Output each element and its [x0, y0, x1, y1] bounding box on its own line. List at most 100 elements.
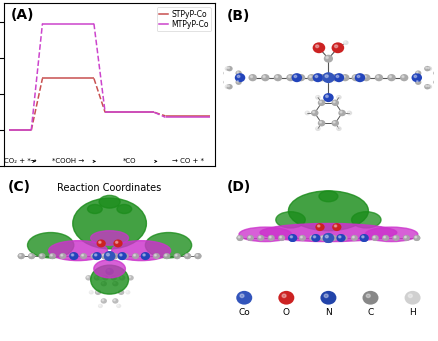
Circle shape — [300, 236, 302, 238]
Circle shape — [235, 73, 245, 82]
Circle shape — [292, 73, 302, 82]
Circle shape — [106, 268, 114, 275]
Circle shape — [120, 254, 122, 256]
Circle shape — [102, 254, 104, 256]
Circle shape — [69, 252, 78, 260]
Circle shape — [433, 79, 438, 85]
Circle shape — [141, 252, 150, 260]
Circle shape — [165, 254, 167, 256]
Circle shape — [274, 74, 282, 81]
Circle shape — [320, 121, 321, 123]
Circle shape — [175, 254, 177, 256]
Circle shape — [364, 76, 366, 77]
Circle shape — [313, 42, 325, 53]
Circle shape — [70, 253, 77, 259]
Circle shape — [92, 252, 102, 260]
Circle shape — [71, 254, 74, 256]
Circle shape — [237, 75, 240, 77]
Circle shape — [332, 223, 342, 231]
Ellipse shape — [94, 260, 125, 278]
Circle shape — [278, 235, 285, 241]
Circle shape — [336, 126, 342, 131]
Circle shape — [95, 254, 97, 256]
Text: N: N — [325, 308, 332, 317]
Circle shape — [226, 86, 227, 87]
Circle shape — [313, 236, 316, 238]
Circle shape — [112, 298, 119, 303]
Circle shape — [257, 235, 265, 241]
Circle shape — [288, 234, 297, 242]
Ellipse shape — [352, 212, 381, 228]
Ellipse shape — [91, 231, 128, 245]
Circle shape — [184, 253, 191, 259]
Circle shape — [90, 291, 91, 292]
Circle shape — [424, 84, 431, 89]
Circle shape — [101, 253, 108, 259]
Circle shape — [286, 74, 295, 81]
Circle shape — [257, 235, 265, 241]
Circle shape — [353, 236, 354, 238]
Circle shape — [236, 79, 242, 85]
Circle shape — [326, 57, 328, 59]
Circle shape — [104, 276, 105, 278]
Circle shape — [338, 128, 339, 129]
Circle shape — [116, 277, 121, 281]
Circle shape — [325, 235, 328, 238]
Circle shape — [332, 42, 344, 53]
Circle shape — [113, 254, 115, 256]
Circle shape — [225, 84, 230, 89]
Circle shape — [290, 236, 293, 238]
Circle shape — [313, 236, 316, 238]
Circle shape — [117, 252, 127, 260]
Circle shape — [322, 233, 334, 243]
Ellipse shape — [145, 233, 192, 258]
Circle shape — [335, 45, 338, 48]
Circle shape — [363, 236, 365, 238]
Circle shape — [143, 254, 145, 256]
Circle shape — [268, 235, 275, 241]
Ellipse shape — [99, 195, 120, 208]
Circle shape — [299, 235, 306, 241]
Circle shape — [39, 253, 46, 259]
Circle shape — [428, 68, 429, 69]
Circle shape — [342, 236, 344, 238]
Circle shape — [238, 236, 240, 238]
Circle shape — [95, 290, 101, 295]
Text: *COOH →: *COOH → — [52, 158, 84, 164]
Circle shape — [392, 235, 399, 241]
Circle shape — [288, 76, 290, 77]
Text: → CO + *: → CO + * — [172, 158, 204, 164]
Circle shape — [125, 290, 131, 295]
Circle shape — [309, 76, 311, 77]
Text: Co: Co — [238, 308, 250, 317]
Circle shape — [219, 72, 220, 73]
Circle shape — [392, 235, 399, 241]
X-axis label: Reaction Coordinates: Reaction Coordinates — [57, 183, 162, 193]
Circle shape — [348, 112, 350, 113]
Circle shape — [311, 234, 321, 242]
Circle shape — [316, 128, 318, 129]
Circle shape — [102, 282, 104, 284]
Circle shape — [320, 76, 322, 77]
Circle shape — [332, 100, 339, 106]
Text: CO₂ + *→: CO₂ + *→ — [4, 158, 36, 164]
Circle shape — [19, 254, 21, 256]
Circle shape — [113, 239, 123, 247]
Ellipse shape — [112, 241, 171, 261]
Circle shape — [144, 254, 146, 256]
Circle shape — [107, 269, 110, 271]
Circle shape — [28, 253, 35, 259]
Circle shape — [90, 253, 98, 259]
Circle shape — [106, 253, 110, 256]
Circle shape — [400, 74, 408, 81]
Circle shape — [315, 95, 321, 100]
Circle shape — [99, 305, 100, 306]
Circle shape — [96, 239, 106, 247]
Circle shape — [415, 236, 417, 238]
Circle shape — [120, 254, 122, 256]
Circle shape — [357, 75, 360, 77]
Circle shape — [282, 294, 286, 298]
Ellipse shape — [91, 265, 128, 294]
Circle shape — [318, 225, 320, 227]
Circle shape — [332, 120, 339, 127]
